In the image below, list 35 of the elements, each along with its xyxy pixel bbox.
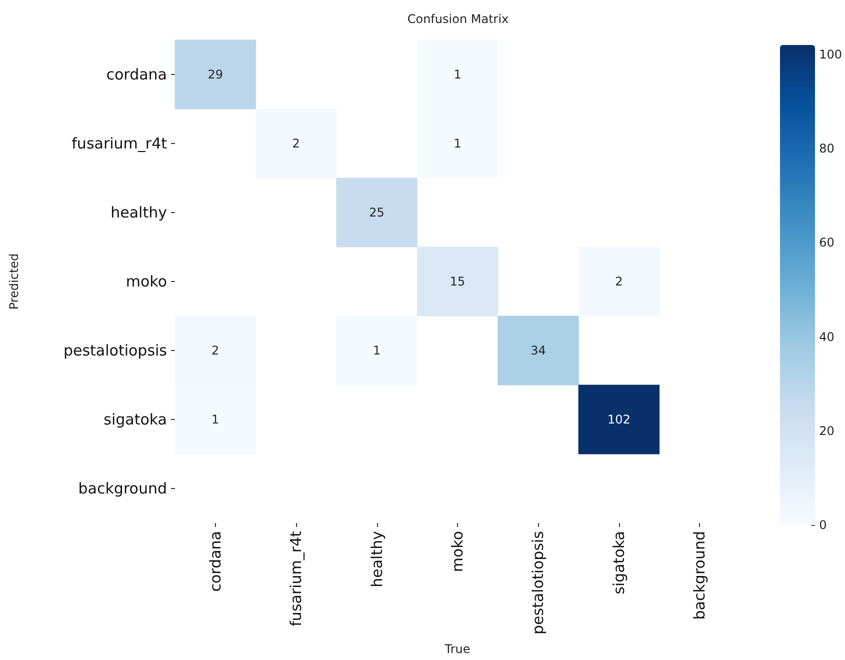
- data-label: 2: [212, 344, 220, 358]
- y-tick-label: background: [78, 480, 167, 498]
- x-tick-label: sigatoka: [610, 531, 628, 594]
- data-label: 1: [372, 344, 381, 358]
- y-axis-title: Predicted: [7, 253, 21, 310]
- y-tick-label: moko: [126, 272, 167, 290]
- y-tick-label: healthy: [110, 204, 168, 222]
- x-tick-label: healthy: [368, 530, 386, 588]
- data-label: 1: [454, 136, 462, 150]
- data-label: 15: [450, 274, 466, 288]
- y-tick-label: fusarium_r4t: [72, 134, 168, 152]
- x-tick-label: pestalotiopsis: [529, 530, 548, 635]
- x-axis-title: True: [444, 642, 470, 656]
- y-tick-label: cordana: [106, 66, 167, 84]
- color-bar-label: 40: [819, 330, 834, 344]
- data-label: 1: [454, 68, 462, 82]
- x-tick-label: moko: [448, 531, 466, 572]
- y-tick-label: sigatoka: [104, 410, 167, 428]
- x-tick-label: background: [690, 531, 709, 620]
- color-bar-label: 0: [819, 518, 827, 532]
- data-label: 29: [208, 68, 223, 82]
- color-bar-label: 80: [819, 142, 834, 156]
- chart-title: Confusion Matrix: [407, 12, 509, 26]
- data-label: 25: [369, 206, 384, 220]
- data-label: 1: [212, 412, 220, 426]
- color-bar-label: 20: [819, 424, 834, 438]
- data-label: 2: [292, 136, 300, 150]
- data-label: 34: [530, 344, 546, 358]
- color-bar-label: 60: [819, 236, 834, 250]
- color-bar-label: 100: [819, 47, 842, 62]
- y-tick-label: pestalotiopsis: [63, 342, 168, 360]
- data-label: 102: [607, 412, 630, 426]
- x-tick-label: cordana: [206, 531, 224, 592]
- data-label: 2: [615, 274, 623, 288]
- x-tick-label: fusarium_r4t: [287, 530, 306, 626]
